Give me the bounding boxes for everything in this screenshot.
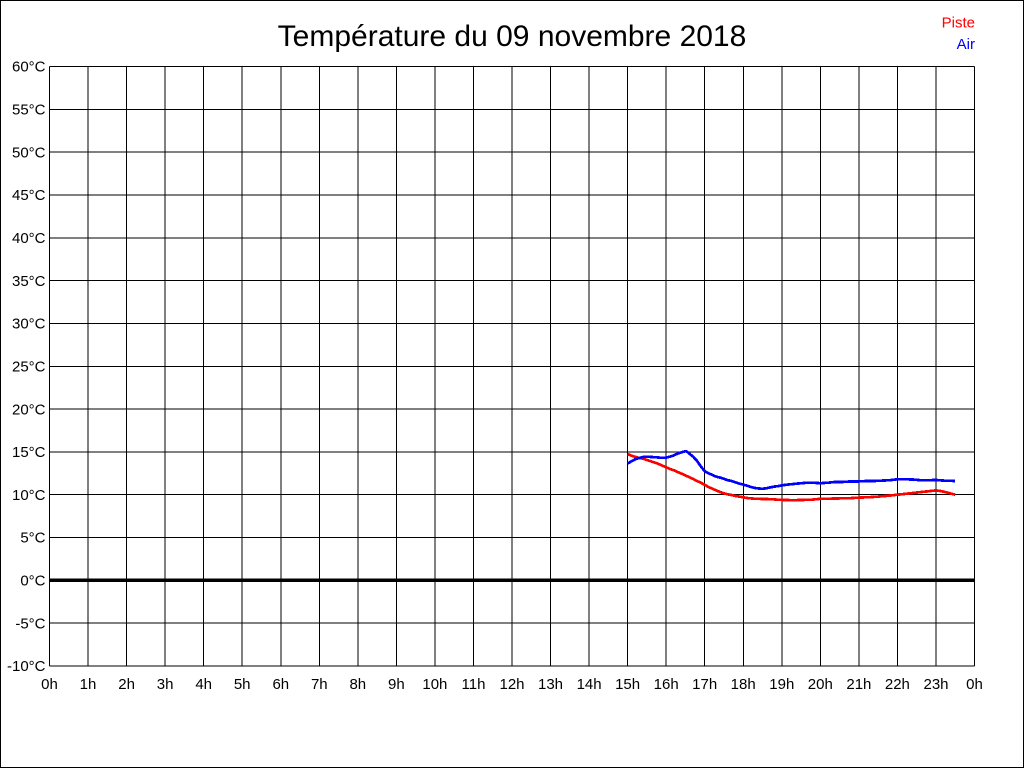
svg-text:3h: 3h: [157, 676, 174, 693]
svg-text:55°C: 55°C: [12, 102, 46, 119]
svg-text:20h: 20h: [808, 676, 833, 693]
svg-text:22h: 22h: [885, 676, 910, 693]
svg-text:-10°C: -10°C: [7, 658, 46, 675]
svg-text:5°C: 5°C: [20, 530, 45, 547]
svg-text:19h: 19h: [769, 676, 794, 693]
svg-text:9h: 9h: [388, 676, 405, 693]
svg-text:12h: 12h: [499, 676, 524, 693]
svg-text:45°C: 45°C: [12, 187, 46, 204]
svg-text:60°C: 60°C: [12, 59, 46, 76]
svg-text:14h: 14h: [577, 676, 602, 693]
svg-text:10°C: 10°C: [12, 487, 46, 504]
svg-text:Piste: Piste: [942, 15, 975, 32]
svg-text:Température du 09 novembre 201: Température du 09 novembre 2018: [278, 20, 747, 53]
svg-text:5h: 5h: [234, 676, 251, 693]
svg-text:11h: 11h: [462, 676, 486, 693]
svg-text:2h: 2h: [118, 676, 135, 693]
svg-text:-5°C: -5°C: [15, 615, 45, 632]
svg-text:0°C: 0°C: [20, 573, 45, 590]
svg-text:20°C: 20°C: [12, 401, 46, 418]
svg-text:18h: 18h: [731, 676, 756, 693]
svg-text:6h: 6h: [272, 676, 289, 693]
svg-text:0h: 0h: [41, 676, 58, 693]
svg-text:15°C: 15°C: [12, 444, 46, 461]
svg-text:25°C: 25°C: [12, 358, 46, 375]
svg-text:7h: 7h: [311, 676, 328, 693]
svg-text:4h: 4h: [195, 676, 212, 693]
svg-text:16h: 16h: [654, 676, 679, 693]
svg-text:8h: 8h: [349, 676, 366, 693]
svg-text:1h: 1h: [80, 676, 97, 693]
svg-text:40°C: 40°C: [12, 230, 46, 247]
svg-text:17h: 17h: [692, 676, 717, 693]
svg-text:30°C: 30°C: [12, 316, 46, 333]
svg-text:15h: 15h: [615, 676, 640, 693]
svg-text:21h: 21h: [846, 676, 871, 693]
svg-text:50°C: 50°C: [12, 144, 46, 161]
svg-text:0h: 0h: [966, 676, 983, 693]
svg-text:35°C: 35°C: [12, 273, 46, 290]
svg-text:10h: 10h: [422, 676, 447, 693]
svg-text:23h: 23h: [923, 676, 948, 693]
svg-text:Air: Air: [957, 36, 975, 53]
svg-text:13h: 13h: [538, 676, 563, 693]
